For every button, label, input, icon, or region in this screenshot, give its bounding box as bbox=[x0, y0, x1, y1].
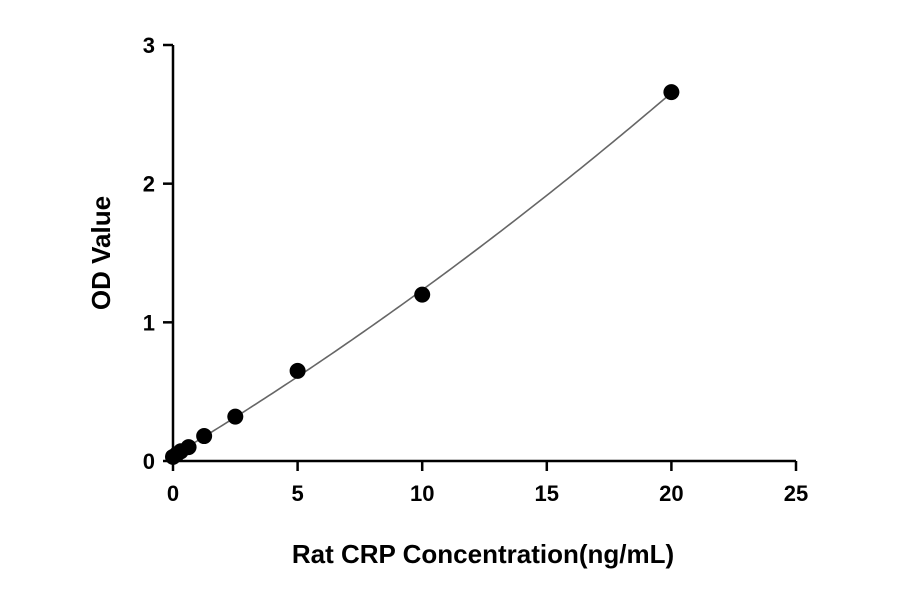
y-tick-label: 0 bbox=[143, 449, 155, 474]
data-point bbox=[414, 286, 431, 303]
x-tick-label: 25 bbox=[784, 481, 808, 506]
x-axis-title: Rat CRP Concentration(ng/mL) bbox=[292, 539, 674, 569]
y-tick-label: 3 bbox=[143, 33, 155, 58]
fit-curve-line bbox=[172, 92, 672, 457]
data-points-layer bbox=[165, 84, 680, 465]
axes-layer bbox=[171, 45, 796, 463]
fit-curve-layer bbox=[172, 92, 672, 457]
x-tick-label: 10 bbox=[410, 481, 434, 506]
x-ticks-layer: 0 5 10 15 20 25 bbox=[167, 461, 808, 506]
x-tick-label: 0 bbox=[167, 481, 179, 506]
data-point bbox=[180, 439, 197, 456]
data-point bbox=[289, 362, 306, 379]
y-tick-label: 2 bbox=[143, 172, 155, 197]
data-point bbox=[196, 428, 213, 445]
y-tick-label: 1 bbox=[143, 310, 155, 335]
x-tick-label: 20 bbox=[659, 481, 683, 506]
data-point bbox=[663, 84, 680, 101]
x-tick-label: 15 bbox=[535, 481, 559, 506]
y-axis-title: OD Value bbox=[86, 196, 116, 310]
y-ticks-layer: 0 1 2 3 bbox=[143, 33, 173, 474]
x-tick-label: 5 bbox=[291, 481, 303, 506]
data-point bbox=[227, 408, 244, 425]
